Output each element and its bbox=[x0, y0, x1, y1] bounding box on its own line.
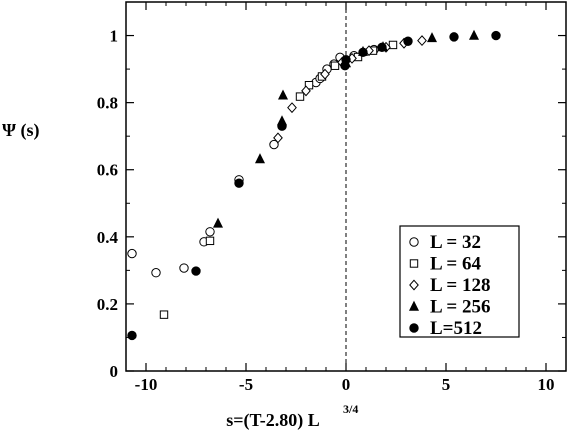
data-point bbox=[330, 61, 340, 70]
data-point bbox=[468, 29, 480, 40]
legend-marker bbox=[409, 279, 419, 291]
y-tick-label: 1 bbox=[110, 27, 119, 46]
data-point bbox=[151, 268, 161, 278]
x-tick-label: 0 bbox=[342, 375, 351, 394]
data-point bbox=[426, 32, 438, 43]
legend-marker bbox=[409, 259, 419, 268]
legend-label: L = 128 bbox=[430, 275, 490, 296]
legend-box bbox=[399, 225, 520, 338]
x-tick-label: 10 bbox=[538, 375, 555, 394]
y-tick-label: 0.2 bbox=[97, 295, 118, 314]
legend-marker bbox=[409, 323, 419, 333]
y-tick-label: 0.6 bbox=[97, 161, 118, 180]
data-point bbox=[127, 330, 137, 341]
data-point bbox=[301, 85, 311, 97]
data-point bbox=[127, 248, 137, 259]
series-4 bbox=[127, 30, 501, 341]
data-point bbox=[295, 92, 305, 101]
y-tick-label: 0 bbox=[110, 362, 119, 381]
data-point bbox=[159, 310, 169, 319]
legend-marker bbox=[409, 237, 419, 247]
x-axis-title: s=(T-2.80) L bbox=[226, 410, 320, 431]
x-tick-label: -10 bbox=[135, 375, 158, 394]
data-point bbox=[341, 54, 351, 65]
data-point bbox=[377, 42, 387, 52]
data-point bbox=[491, 30, 501, 41]
data-point bbox=[269, 139, 279, 150]
series-2 bbox=[273, 35, 427, 144]
data-point bbox=[403, 36, 413, 46]
x-axis-title-superscript: 3/4 bbox=[343, 402, 358, 416]
y-axis-title: Ψ (s) bbox=[2, 120, 40, 141]
data-point bbox=[449, 32, 459, 42]
data-point bbox=[277, 121, 287, 131]
plot-frame bbox=[125, 1, 567, 372]
data-point bbox=[273, 132, 283, 144]
series-0 bbox=[127, 44, 379, 278]
legend-label: L = 32 bbox=[430, 232, 481, 253]
data-point bbox=[388, 40, 398, 50]
y-tick-label: 0.8 bbox=[97, 94, 118, 113]
x-tick-label: -5 bbox=[239, 375, 253, 394]
data-point bbox=[205, 227, 215, 237]
data-point bbox=[205, 236, 215, 246]
data-marks bbox=[127, 29, 501, 341]
legend-marker bbox=[408, 300, 420, 311]
data-point bbox=[179, 263, 189, 273]
data-point bbox=[287, 102, 297, 114]
data-point bbox=[277, 89, 289, 100]
legend-label: L = 256 bbox=[430, 297, 490, 318]
data-point bbox=[320, 68, 330, 80]
series-1 bbox=[159, 40, 398, 319]
data-point bbox=[358, 47, 368, 58]
data-point bbox=[417, 35, 427, 47]
data-point bbox=[212, 217, 224, 228]
data-point bbox=[234, 178, 244, 188]
data-point bbox=[191, 266, 201, 276]
legend-label: L = 64 bbox=[430, 254, 481, 275]
x-tick-label: 5 bbox=[442, 375, 451, 394]
data-point bbox=[254, 153, 266, 164]
legend-label: L=512 bbox=[430, 318, 482, 339]
y-tick-label: 0.4 bbox=[97, 228, 119, 247]
